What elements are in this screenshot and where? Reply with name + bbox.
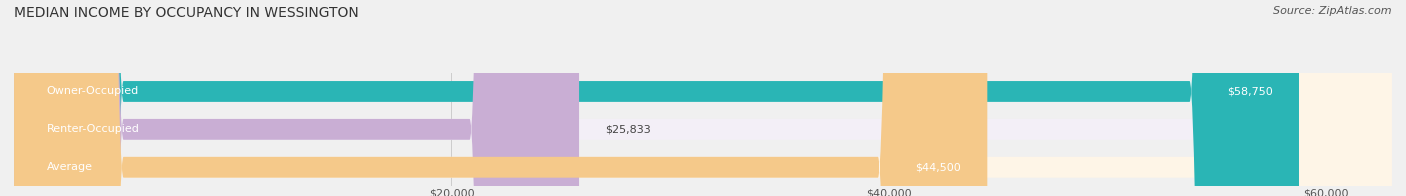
Text: Renter-Occupied: Renter-Occupied (46, 124, 139, 134)
Text: Source: ZipAtlas.com: Source: ZipAtlas.com (1274, 6, 1392, 16)
Text: $44,500: $44,500 (915, 162, 962, 172)
FancyBboxPatch shape (14, 0, 1392, 196)
FancyBboxPatch shape (14, 0, 1392, 196)
FancyBboxPatch shape (14, 0, 1299, 196)
Text: $25,833: $25,833 (606, 124, 651, 134)
Text: $58,750: $58,750 (1227, 86, 1272, 96)
FancyBboxPatch shape (14, 0, 987, 196)
FancyBboxPatch shape (14, 0, 1392, 196)
Text: MEDIAN INCOME BY OCCUPANCY IN WESSINGTON: MEDIAN INCOME BY OCCUPANCY IN WESSINGTON (14, 6, 359, 20)
FancyBboxPatch shape (14, 0, 579, 196)
Text: Owner-Occupied: Owner-Occupied (46, 86, 139, 96)
Text: Average: Average (46, 162, 93, 172)
